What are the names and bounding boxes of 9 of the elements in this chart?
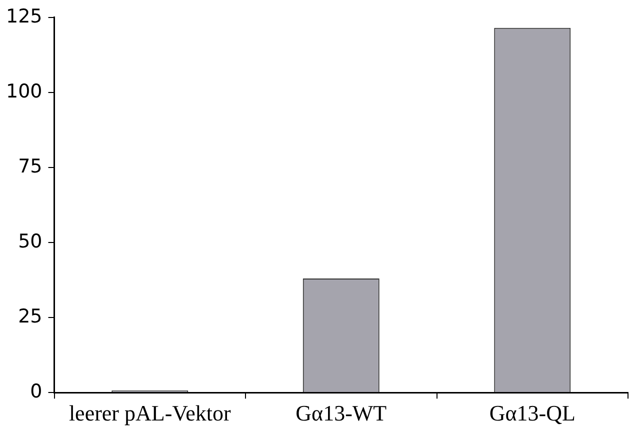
y-tick-label: 100 bbox=[6, 80, 42, 102]
x-tick-label: Gα13-QL bbox=[489, 400, 576, 426]
x-tick-label: Gα13-WT bbox=[296, 400, 388, 426]
y-tick-label: 50 bbox=[18, 230, 42, 252]
y-tick-label: 25 bbox=[18, 305, 42, 328]
y-tick-label: 125 bbox=[6, 5, 42, 28]
y-tick-label: 75 bbox=[18, 155, 42, 178]
x-tick-label: leerer pAL-Vektor bbox=[68, 400, 232, 426]
y-tick-label: 0 bbox=[30, 380, 42, 403]
